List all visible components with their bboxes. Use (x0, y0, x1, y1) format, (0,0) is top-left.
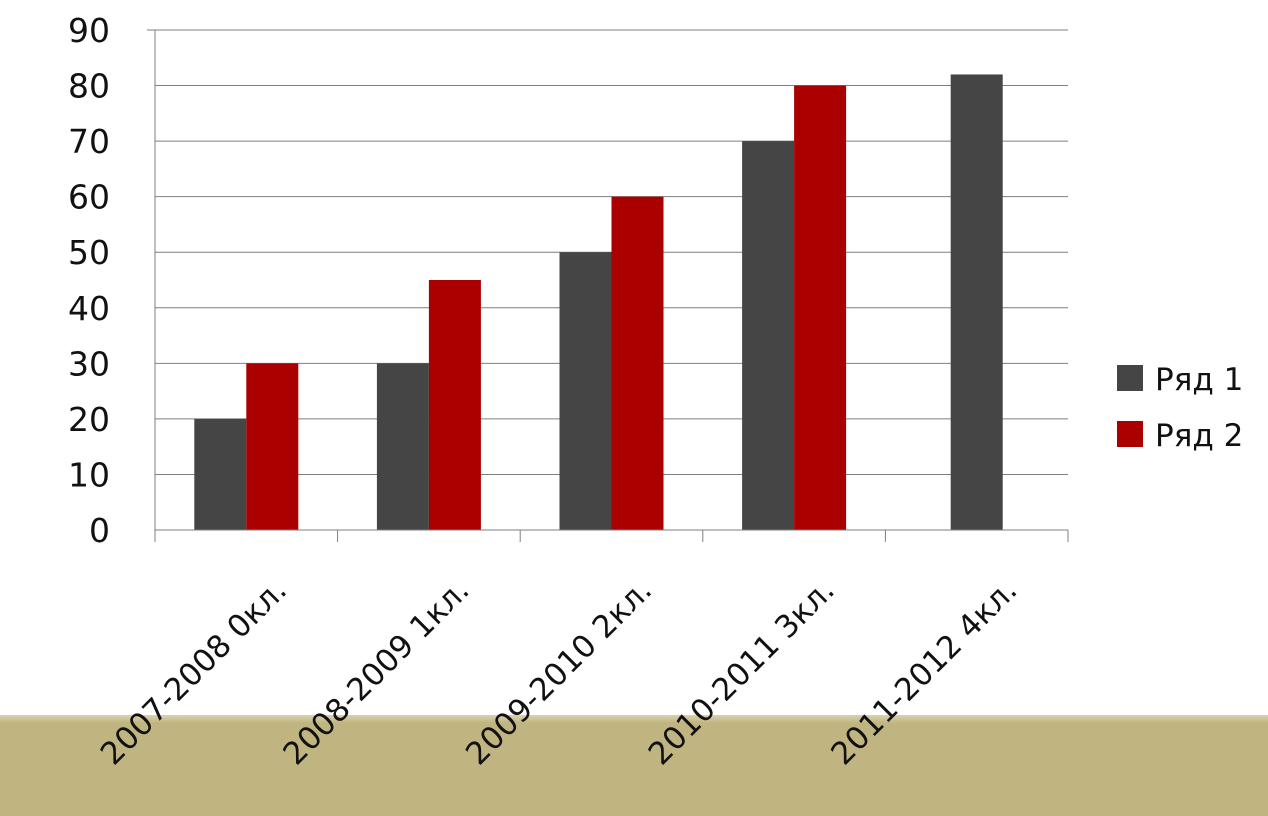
legend-swatch-1 (1117, 365, 1143, 391)
bars (194, 74, 1003, 531)
legend: Ряд 1 Ряд 2 (1117, 362, 1243, 454)
y-tick-label: 90 (68, 11, 110, 50)
legend-label-1: Ряд 1 (1155, 362, 1243, 398)
bar-1-2 (376, 363, 429, 530)
x-tick-label: 2009-2010 2кл. (459, 572, 659, 772)
y-tick-label: 20 (68, 400, 110, 439)
axes (147, 29, 1069, 542)
y-tick-label: 60 (68, 178, 110, 217)
x-tick-label: 2007-2008 0кл. (94, 572, 294, 772)
footer-band (0, 715, 1268, 816)
y-tick-label: 50 (68, 233, 110, 272)
y-tick-label: 0 (89, 511, 110, 550)
y-tick-label: 40 (68, 289, 110, 328)
bar-1-4 (742, 141, 795, 530)
bar-2-3 (611, 196, 664, 530)
bar-1-1 (194, 418, 247, 530)
y-tick-label: 70 (68, 122, 110, 161)
legend-label-2: Ряд 2 (1155, 418, 1243, 454)
y-tick-labels: 0 10 20 30 40 50 60 70 80 90 (68, 11, 110, 550)
bar-2-4 (794, 85, 847, 531)
bar-1-3 (559, 252, 612, 530)
x-tick-label: 2010-2011 3кл. (642, 572, 842, 772)
y-tick-label: 30 (68, 344, 110, 383)
x-tick-label: 2008-2009 1кл. (276, 572, 476, 772)
bar-2-2 (428, 280, 481, 530)
x-tick-labels: 2007-2008 0кл.2008-2009 1кл.2009-2010 2к… (94, 572, 1024, 772)
y-tick-label: 10 (68, 455, 110, 494)
y-tick-label: 80 (68, 67, 110, 106)
legend-swatch-2 (1117, 421, 1143, 447)
bar-1-5 (950, 74, 1003, 530)
x-tick-label: 2011-2012 4кл. (824, 572, 1024, 772)
bar-2-1 (246, 363, 299, 530)
